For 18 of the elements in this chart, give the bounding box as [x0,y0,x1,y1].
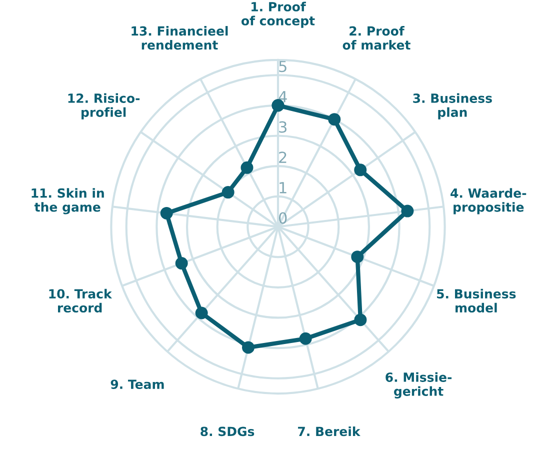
y-tick-label: 0 [279,212,287,224]
y-tick-label: 1 [280,182,286,194]
spoke-label: 13. Financieel rendement [132,26,228,50]
y-tick-label: 3 [279,121,286,133]
spoke-label: 9. Team [110,380,164,390]
spoke-label: 10. Track record [49,288,112,313]
spoke-label: 5. Business model [437,288,516,313]
spoke-label: 3. Business plan [413,93,492,120]
spoke-label: 8. SDGs [200,426,254,436]
y-tick-label: 2 [279,152,286,163]
spoke-label: 6. Missie- gericht [386,372,452,398]
spoke-label: 4. Waarde- propositie [450,188,526,214]
y-tick-label: 4 [278,91,287,102]
spoke-label: 2. Proof of market [342,26,410,50]
spoke-label: 12. Risico- profiel [68,93,140,120]
spoke-label: 7. Bereik [298,426,360,436]
spoke-label: 1. Proof of concept [241,2,315,28]
spoke-label: 11. Skin in the game [32,188,104,214]
